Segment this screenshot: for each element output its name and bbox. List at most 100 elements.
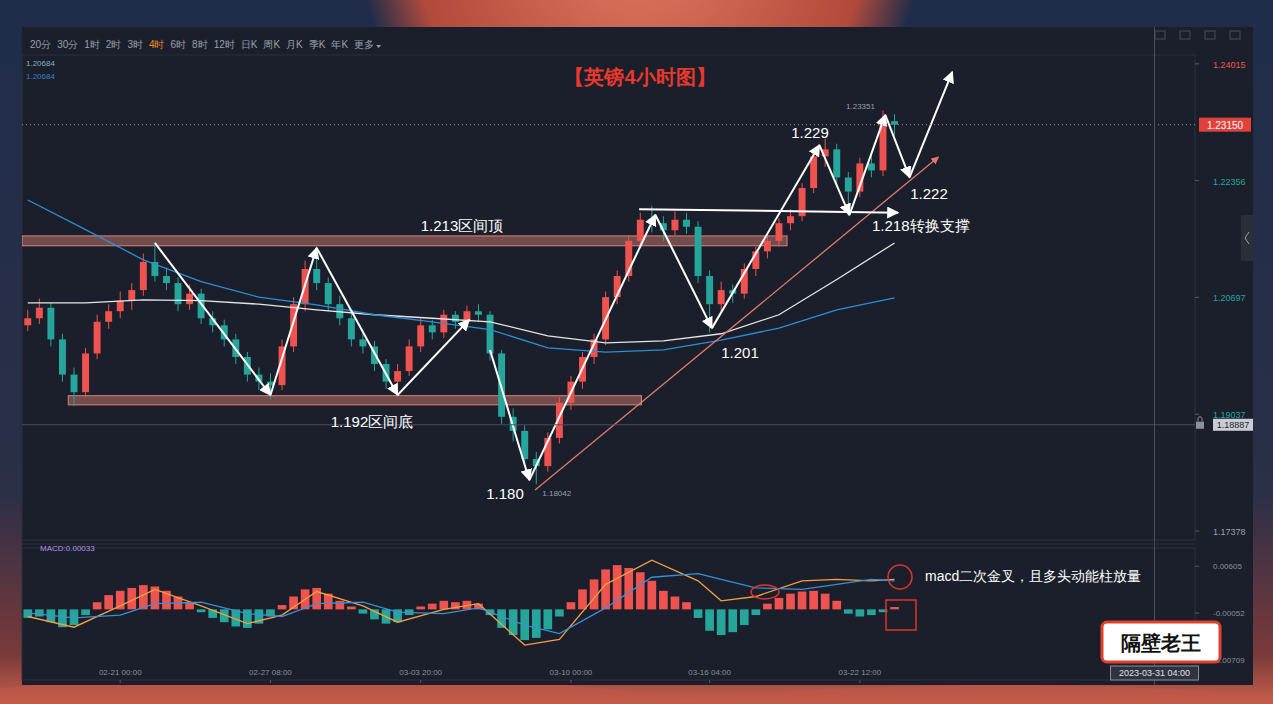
y-tick	[1195, 414, 1199, 415]
zigzag-arrow	[529, 215, 655, 480]
line-series	[28, 574, 895, 634]
toolbar-item: 30分	[57, 39, 78, 50]
zigzag-arrow	[317, 248, 398, 395]
cloud	[620, 685, 1273, 704]
candle-body	[891, 121, 898, 125]
toolbar-item: 3时	[127, 39, 143, 50]
logo-text: 隔壁老王	[1121, 632, 1201, 654]
price-frame	[22, 55, 1195, 540]
x-tick	[270, 680, 271, 683]
last-price-box	[1199, 118, 1251, 132]
candle-body	[868, 163, 875, 170]
y-tick	[1195, 180, 1199, 181]
crosshair-price-label: 1.18887	[1217, 420, 1250, 430]
lock-icon	[1196, 422, 1204, 429]
toolbar-icon	[1230, 31, 1240, 39]
candle-body	[452, 315, 459, 322]
point-label: 1.201	[721, 344, 759, 361]
trendline	[535, 157, 938, 490]
macd-bar	[728, 609, 737, 632]
macd-frame	[22, 548, 1195, 680]
side-handle-icon	[1245, 232, 1249, 244]
candle-body	[475, 311, 482, 315]
last-price-label: 1.23150	[1207, 120, 1244, 131]
zigzag-arrow	[398, 320, 470, 395]
candle-body	[787, 216, 794, 223]
zigzag-arrow	[270, 248, 316, 395]
x-tick	[859, 680, 860, 683]
candle-body	[671, 220, 678, 231]
toolbar-item: 6时	[171, 39, 187, 50]
macd-bar	[428, 604, 437, 610]
macd-bar	[439, 601, 448, 610]
candle-body	[140, 262, 147, 290]
candle-body	[429, 325, 436, 332]
candle-wick	[316, 246, 317, 290]
toolbar-item: 日K	[241, 39, 258, 50]
macd-bar	[81, 609, 90, 615]
candle-body	[105, 311, 112, 322]
chart: 20分30分1时2时3时4时6时8时12时日K周K月K季K年K更多4时【英镑4小…	[0, 0, 1273, 704]
macd-bar	[705, 609, 714, 630]
candle-body	[406, 346, 413, 371]
ma-label: 1.20684	[26, 72, 55, 81]
macd-note: macd二次金叉，且多头动能柱放量	[925, 568, 1141, 584]
logo-box	[1102, 622, 1220, 662]
macd-bar	[35, 609, 44, 616]
macd-bar	[809, 591, 818, 610]
point-label: 1.222	[910, 185, 948, 202]
candle-body	[313, 269, 320, 283]
zigzag-arrow	[712, 145, 819, 328]
macd-bar	[821, 594, 830, 610]
macd-bar	[555, 609, 564, 616]
macd-bar	[278, 605, 287, 609]
support-label: 1.218转换支撑	[872, 217, 970, 234]
x-tick-label: 03-10 00:00	[550, 668, 593, 677]
background	[0, 0, 1273, 704]
x-tick-label: 02-21 00:00	[99, 668, 142, 677]
candle-body	[810, 156, 817, 188]
macd-bar	[763, 604, 772, 610]
y-tick-label: 1.24015	[1213, 60, 1246, 70]
max-price-label: 1.23351	[846, 102, 875, 111]
toolbar-icon	[1180, 31, 1190, 39]
macd-bar	[532, 609, 541, 638]
macd-bar	[798, 592, 807, 610]
candle-body	[348, 318, 355, 339]
last-price-line	[22, 124, 1195, 125]
candle-body	[94, 322, 101, 354]
macd-bar	[416, 607, 425, 610]
macd-bar	[786, 594, 795, 610]
side-handle	[1241, 215, 1253, 261]
x-tick	[709, 680, 710, 683]
y-tick-label: 1.19037	[1213, 410, 1246, 420]
crosshair-h	[22, 424, 1195, 425]
macd-bar	[867, 609, 876, 615]
y-tick	[1195, 63, 1199, 64]
y2-tick	[1195, 566, 1199, 567]
candle-body	[845, 177, 852, 191]
macd-label: MACD:0.00033	[40, 544, 95, 553]
candle-body	[706, 276, 713, 304]
macd-bar	[752, 609, 761, 615]
zigzag-arrow	[155, 243, 271, 395]
x-tick-label: 02-27 08:00	[249, 668, 292, 677]
macd-bar	[104, 595, 113, 609]
candle-body	[59, 339, 66, 374]
price-plot	[22, 72, 952, 490]
candle-body	[24, 318, 31, 325]
y-tick-label: 1.20697	[1213, 293, 1246, 303]
candle-body	[128, 290, 135, 301]
zigzag-arrow	[490, 350, 529, 480]
macd-bar	[567, 602, 576, 609]
candle-body	[47, 308, 54, 340]
candle-wick	[270, 373, 271, 399]
candle-body	[394, 371, 401, 382]
highlight-circle	[888, 565, 912, 589]
macd-bar	[659, 591, 668, 610]
candle-body	[775, 223, 782, 241]
macd-bar	[636, 572, 645, 609]
toolbar-item: 8时	[192, 39, 208, 50]
x-tick	[420, 680, 421, 683]
macd-bar	[543, 609, 552, 629]
